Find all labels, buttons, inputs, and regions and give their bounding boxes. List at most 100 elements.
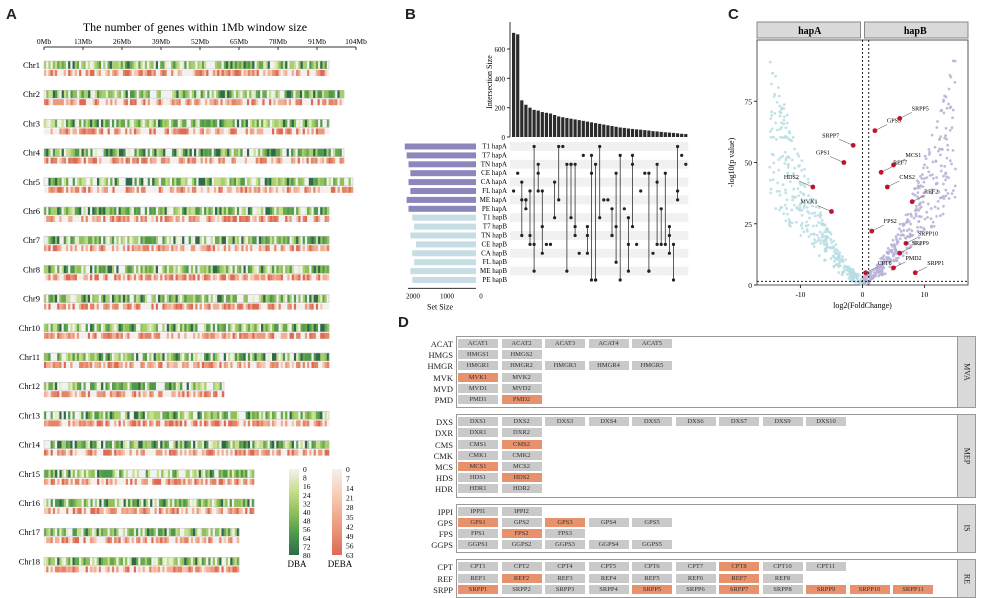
deba-bin: [245, 479, 248, 485]
dba-bin: [292, 411, 294, 419]
volcano-point: [810, 233, 813, 236]
dba-bin: [97, 207, 99, 215]
deba-bin: [127, 128, 129, 134]
matrix-dot: [631, 225, 634, 228]
dba-bin: [285, 411, 287, 419]
deba-bin: [294, 362, 296, 368]
deba-bin: [261, 450, 263, 456]
intersection-bar: [565, 118, 568, 137]
deba-bin: [248, 450, 250, 456]
deba-bin: [110, 508, 113, 514]
deba-bin: [180, 420, 182, 426]
deba-bin: [216, 158, 219, 164]
dba-bin: [261, 324, 263, 332]
dba-bin: [70, 90, 73, 98]
dba-bin: [86, 295, 88, 303]
dba-bin: [138, 295, 140, 303]
dba-bin: [64, 441, 66, 449]
deba-bin: [276, 333, 278, 339]
dba-bin: [79, 441, 81, 449]
dba-bin: [59, 441, 61, 449]
dba-bin: [307, 178, 310, 186]
deba-bin: [197, 70, 199, 76]
dba-bin: [204, 61, 206, 69]
dba-bin: [114, 557, 116, 565]
dba-bin: [134, 236, 136, 244]
dba-bin: [138, 119, 140, 127]
deba-bin: [105, 216, 107, 222]
matrix-dot: [586, 252, 589, 255]
x-tick-label-b: 1000: [440, 292, 455, 300]
deba-bin: [95, 99, 98, 105]
dba-bin: [151, 557, 153, 565]
deba-bin: [114, 70, 116, 76]
dba-bin: [90, 353, 92, 361]
dba-bin: [150, 178, 153, 186]
dba-bin: [138, 557, 140, 565]
dba-bin: [53, 236, 55, 244]
deba-bin: [162, 70, 164, 76]
dba-bin: [140, 557, 142, 565]
deba-bin: [249, 99, 252, 105]
deba-bin: [211, 304, 213, 310]
deba-bin: [281, 362, 283, 368]
deba-bin: [46, 479, 49, 485]
deba-bin: [184, 216, 186, 222]
deba-bin: [252, 450, 254, 456]
deba-bin: [318, 274, 320, 280]
intersection-bar: [676, 133, 679, 137]
deba-bin: [132, 479, 135, 485]
dba-bin: [83, 353, 85, 361]
deba-bin: [209, 391, 211, 397]
deba-bin: [190, 99, 193, 105]
deba-bin: [303, 70, 305, 76]
deba-bin: [46, 566, 48, 572]
dba-bin: [86, 499, 89, 507]
deba-bin: [125, 566, 127, 572]
deba-bin: [224, 566, 226, 572]
dba-bin: [101, 499, 104, 507]
deba-bin: [292, 362, 294, 368]
dba-bin: [322, 236, 324, 244]
deba-bin: [183, 158, 186, 164]
deba-bin: [108, 187, 111, 193]
deba-bin: [79, 537, 81, 543]
deba-bin: [95, 158, 98, 164]
deba-bin: [162, 128, 164, 134]
dba-bin: [261, 265, 263, 273]
dba-bin: [213, 353, 215, 361]
dba-bin: [325, 207, 327, 215]
dba-bin: [178, 411, 180, 419]
dba-bin: [83, 119, 85, 127]
deba-bin: [309, 420, 311, 426]
deba-bin: [77, 158, 80, 164]
volcano-point: [776, 182, 779, 185]
deba-bin: [165, 362, 167, 368]
dba-bin: [48, 61, 50, 69]
deba-bin: [55, 391, 57, 397]
dba-bin: [263, 178, 266, 186]
dba-bin: [94, 382, 96, 390]
dba-bin: [81, 528, 83, 536]
dba-bin: [282, 149, 285, 157]
set-size-bar: [414, 259, 476, 265]
deba-bin: [73, 333, 75, 339]
dba-bin: [259, 265, 261, 273]
deba-bin: [132, 187, 135, 193]
dba-bin: [154, 265, 156, 273]
dba-bin: [97, 236, 99, 244]
deba-bin: [217, 274, 219, 280]
volcano-point: [784, 126, 787, 129]
dba-bin: [73, 119, 75, 127]
volcano-point: [815, 224, 818, 227]
dba-bin: [151, 236, 153, 244]
dba-bin: [158, 557, 160, 565]
dba-bin: [83, 61, 85, 69]
deba-bin: [294, 420, 296, 426]
dba-bin: [160, 295, 162, 303]
dba-bin: [93, 178, 96, 186]
dba-bin: [59, 149, 62, 157]
deba-bin: [140, 274, 142, 280]
deba-bin: [268, 304, 270, 310]
deba-bin: [313, 99, 316, 105]
